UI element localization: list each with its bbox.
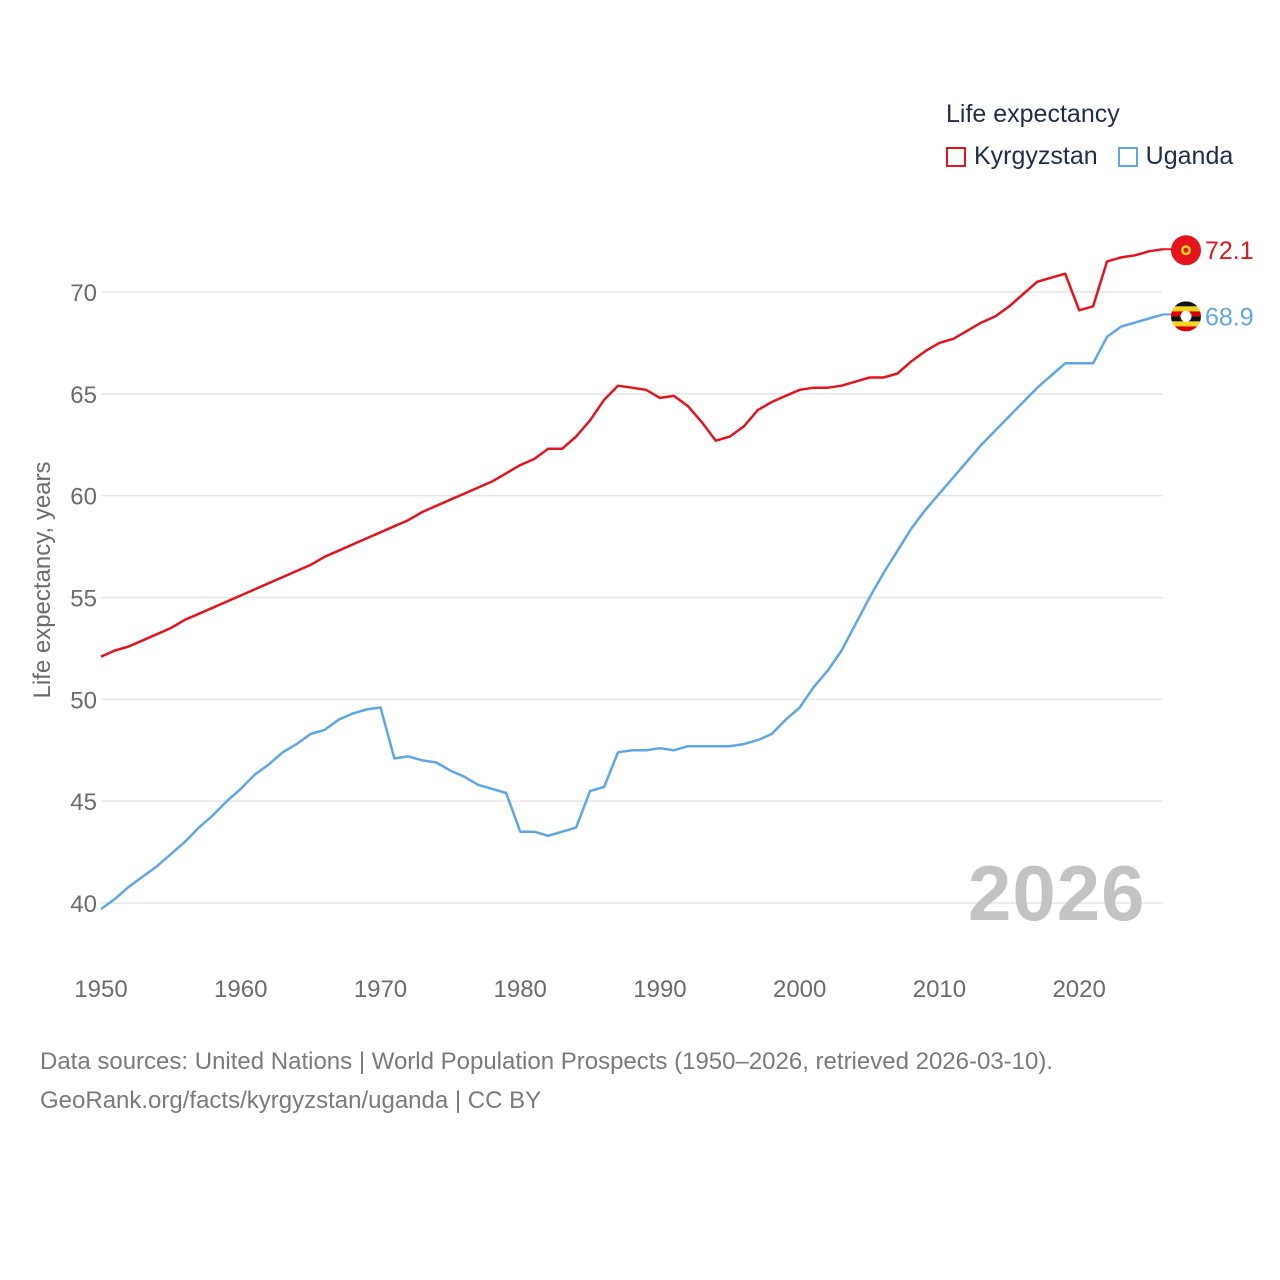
x-tick-label: 2000 <box>773 976 826 1003</box>
y-axis-ticks: 40 45 50 55 60 65 70 <box>70 280 97 918</box>
flag-stripe <box>1171 321 1201 327</box>
series-lines <box>100 247 1164 911</box>
legend-item-uganda[interactable]: Uganda <box>1117 142 1234 171</box>
footer-sources: Data sources: United Nations | World Pop… <box>40 1048 1054 1075</box>
legend-label-uganda: Uganda <box>1145 142 1234 170</box>
flag-stripe <box>1171 306 1201 312</box>
end-value-label-uganda: 68.9 <box>1205 303 1254 331</box>
end-value-label-kyrgyzstan: 72.1 <box>1205 237 1254 265</box>
x-tick-label: 1980 <box>494 976 547 1003</box>
y-tick-label: 40 <box>70 891 97 918</box>
y-tick-label: 55 <box>70 586 97 613</box>
x-tick-label: 1970 <box>354 976 407 1003</box>
y-tick-label: 50 <box>70 687 97 714</box>
footer: Data sources: United Nations | World Pop… <box>40 1042 1053 1120</box>
y-axis-label: Life expectancy, years <box>29 461 56 698</box>
y-tick-label: 65 <box>70 382 97 409</box>
end-markers: 72.1 68.9 <box>1163 235 1254 332</box>
flag-emblem <box>1180 310 1192 322</box>
flag-stripe <box>1171 326 1201 332</box>
kyrgyzstan-flag-icon <box>1171 235 1201 266</box>
legend-label-kyrgyzstan: Kyrgyzstan <box>974 142 1098 170</box>
current-year-label: 2026 <box>968 849 1146 937</box>
y-tick-label: 70 <box>70 280 97 307</box>
x-tick-label: 1950 <box>74 976 127 1003</box>
flag-sun-center <box>1183 247 1189 253</box>
y-tick-label: 60 <box>70 484 97 511</box>
x-axis-ticks: 1950 1960 1970 1980 1990 2000 2010 2020 <box>74 976 1106 1003</box>
x-tick-label: 2020 <box>1052 976 1105 1003</box>
series-line-kyrgyzstan[interactable] <box>100 247 1164 658</box>
x-tick-label: 1990 <box>633 976 686 1003</box>
x-tick-label: 2010 <box>913 976 966 1003</box>
uganda-flag-icon <box>1171 301 1201 332</box>
legend: Kyrgyzstan Uganda <box>946 142 1253 171</box>
legend-title: Life expectancy <box>946 100 1120 128</box>
x-tick-label: 1960 <box>214 976 267 1003</box>
legend-swatch-kyrgyzstan <box>946 146 966 167</box>
gridlines <box>101 291 1163 904</box>
flag-stripe <box>1171 301 1201 307</box>
footer-link[interactable]: GeoRank.org/facts/kyrgyzstan/uganda | CC… <box>40 1087 542 1114</box>
legend-item-kyrgyzstan[interactable]: Kyrgyzstan <box>946 142 1098 171</box>
legend-swatch-uganda <box>1117 146 1138 167</box>
series-line-uganda[interactable] <box>100 313 1164 911</box>
y-tick-label: 45 <box>70 789 97 816</box>
